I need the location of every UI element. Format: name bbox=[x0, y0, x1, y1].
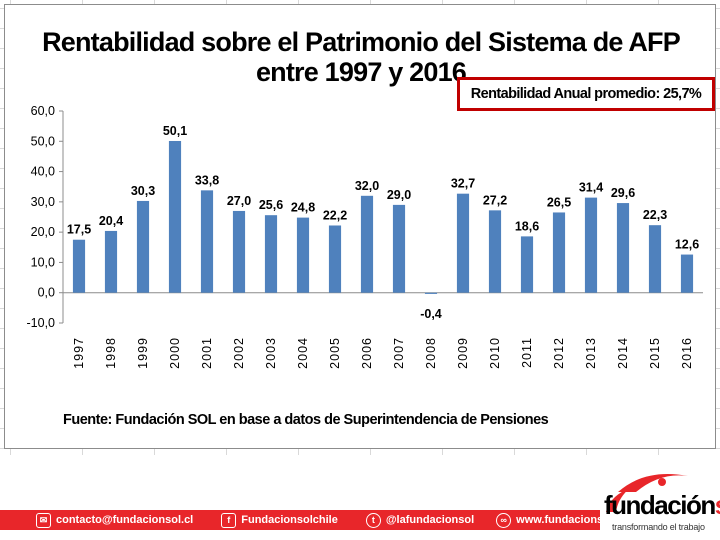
data-label-2000: 50,1 bbox=[163, 124, 187, 138]
y-tick-label: 0,0 bbox=[38, 286, 55, 300]
bar-2014 bbox=[616, 203, 630, 293]
x-tick-label-2014: 2014 bbox=[616, 337, 630, 369]
data-label-2007: 29,0 bbox=[387, 188, 411, 202]
y-tick-label: 20,0 bbox=[31, 225, 55, 239]
x-tick-label-2009: 2009 bbox=[456, 337, 470, 369]
bar-1998 bbox=[104, 230, 118, 293]
bar-1997 bbox=[72, 239, 86, 293]
data-label-2003: 25,6 bbox=[259, 198, 283, 212]
x-tick-label-2006: 2006 bbox=[360, 337, 374, 369]
source-note: Fuente: Fundación SOL en base a datos de… bbox=[63, 412, 549, 428]
x-tick-label-2004: 2004 bbox=[296, 337, 310, 369]
logo-word-accent: sol bbox=[715, 490, 720, 520]
x-tick-label-2000: 2000 bbox=[168, 337, 182, 369]
data-label-2009: 32,7 bbox=[451, 177, 475, 191]
logo-swoosh-left bbox=[606, 488, 630, 512]
data-label-2011: 18,6 bbox=[515, 219, 539, 233]
x-tick-label-2001: 2001 bbox=[200, 337, 214, 369]
x-tick-label-1999: 1999 bbox=[136, 337, 150, 369]
contact-website[interactable]: ∞ www.fundacionsol.cl bbox=[496, 512, 626, 528]
bar-2012 bbox=[552, 212, 566, 293]
data-label-2006: 32,0 bbox=[355, 179, 379, 193]
footer-contact-bar: ✉ contacto@fundacionsol.cl f Fundacionso… bbox=[0, 510, 625, 530]
contact-email-text: contacto@fundacionsol.cl bbox=[56, 514, 194, 526]
logo-wordmark[interactable]: fundaciónsol bbox=[604, 490, 720, 521]
data-label-1999: 30,3 bbox=[131, 184, 155, 198]
bars-layer bbox=[72, 140, 694, 294]
envelope-icon: ✉ bbox=[36, 512, 51, 528]
data-label-2013: 31,4 bbox=[579, 181, 603, 195]
chart-title-line-1: Rentabilidad sobre el Patrimonio del Sis… bbox=[42, 27, 681, 57]
bar-2004 bbox=[296, 217, 310, 293]
data-label-2004: 24,8 bbox=[291, 201, 315, 215]
y-axis-layer: -10,0 0,0 10,0 20,0 30,0 40,0 50,0 60,0 bbox=[27, 104, 703, 330]
bar-2011 bbox=[520, 236, 534, 293]
bar-2015 bbox=[648, 225, 662, 293]
logo-dot bbox=[658, 478, 666, 486]
x-tick-label-1998: 1998 bbox=[104, 337, 118, 369]
logo-word-main: fundación bbox=[604, 490, 716, 520]
data-labels-layer: 17,5 20,4 30,3 50,1 33,8 27,0 25,6 24,8 22,2 32,0… bbox=[67, 124, 699, 321]
data-label-2005: 22,2 bbox=[323, 208, 347, 222]
x-tick-label-2005: 2005 bbox=[328, 337, 342, 369]
bar-2005 bbox=[328, 225, 342, 293]
data-label-1997: 17,5 bbox=[67, 223, 91, 237]
x-tick-label-2003: 2003 bbox=[264, 337, 278, 369]
bar-2009 bbox=[456, 193, 470, 293]
x-tick-label-2013: 2013 bbox=[584, 337, 598, 369]
contact-website-text: www.fundacionsol.cl bbox=[516, 514, 626, 526]
data-label-2008: -0,4 bbox=[420, 307, 442, 321]
bar-1999 bbox=[136, 200, 150, 293]
data-label-2016: 12,6 bbox=[675, 238, 699, 252]
x-tick-label-2007: 2007 bbox=[392, 337, 406, 369]
contact-email[interactable]: ✉ contacto@fundacionsol.cl bbox=[36, 512, 194, 528]
chart-frame[interactable]: Rentabilidad sobre el Patrimonio del Sis… bbox=[4, 4, 716, 449]
data-label-2002: 27,0 bbox=[227, 194, 251, 208]
fundacion-sol-logo-mark bbox=[606, 474, 688, 512]
link-icon: ∞ bbox=[496, 512, 512, 528]
logo-tagline: transformando el trabajo bbox=[612, 522, 705, 532]
x-tick-label-2015: 2015 bbox=[648, 337, 662, 369]
bar-2013 bbox=[584, 197, 598, 293]
contact-facebook-text: Fundacionsolchile bbox=[241, 514, 338, 526]
bar-chart: -10,0 0,0 10,0 20,0 30,0 40,0 50,0 60,0 17,5 20,… bbox=[27, 104, 703, 369]
average-return-annotation: Rentabilidad Anual promedio: 25,7% bbox=[457, 77, 715, 111]
data-label-2012: 26,5 bbox=[547, 195, 571, 209]
data-label-2010: 27,2 bbox=[483, 193, 507, 207]
data-label-2001: 33,8 bbox=[195, 173, 219, 187]
bar-2006 bbox=[360, 195, 374, 293]
x-tick-label-2010: 2010 bbox=[488, 337, 502, 369]
x-tick-label-2011: 2011 bbox=[520, 337, 534, 368]
x-tick-label-2002: 2002 bbox=[232, 337, 246, 369]
y-tick-label: -10,0 bbox=[27, 316, 56, 330]
bar-2007 bbox=[392, 204, 406, 293]
y-tick-label: 60,0 bbox=[31, 104, 55, 118]
bar-2016 bbox=[680, 254, 694, 293]
logo-swoosh-top bbox=[618, 474, 688, 492]
contact-twitter[interactable]: t @lafundacionsol bbox=[365, 512, 475, 528]
x-tick-label-2008: 2008 bbox=[424, 337, 438, 369]
x-tick-label-1997: 1997 bbox=[72, 337, 86, 369]
data-label-1998: 20,4 bbox=[99, 214, 123, 228]
chart-title-line-2: entre 1997 y 2016 bbox=[255, 57, 467, 87]
y-tick-label: 30,0 bbox=[31, 195, 55, 209]
data-label-2014: 29,6 bbox=[611, 186, 635, 200]
bar-2008 bbox=[424, 292, 438, 294]
x-tick-label-2012: 2012 bbox=[552, 337, 566, 369]
contact-facebook[interactable]: f Fundacionsolchile bbox=[221, 512, 338, 528]
bar-2000 bbox=[168, 140, 182, 293]
bar-2010 bbox=[488, 210, 502, 293]
bar-2002 bbox=[232, 210, 246, 293]
bar-2003 bbox=[264, 215, 278, 293]
bar-2001 bbox=[200, 190, 214, 293]
y-tick-label: 50,0 bbox=[31, 134, 55, 148]
facebook-icon: f bbox=[221, 512, 237, 528]
contact-twitter-text: @lafundacionsol bbox=[385, 514, 475, 526]
twitter-icon: t bbox=[365, 512, 381, 528]
y-tick-label: 40,0 bbox=[31, 165, 55, 179]
x-tick-label-2016: 2016 bbox=[680, 337, 694, 369]
y-tick-label: 10,0 bbox=[31, 255, 55, 269]
x-axis-labels-layer: 1997 1998 1999 2000 2001 2002 2003 2004 2005 2006… bbox=[72, 337, 694, 369]
data-label-2015: 22,3 bbox=[643, 208, 667, 222]
